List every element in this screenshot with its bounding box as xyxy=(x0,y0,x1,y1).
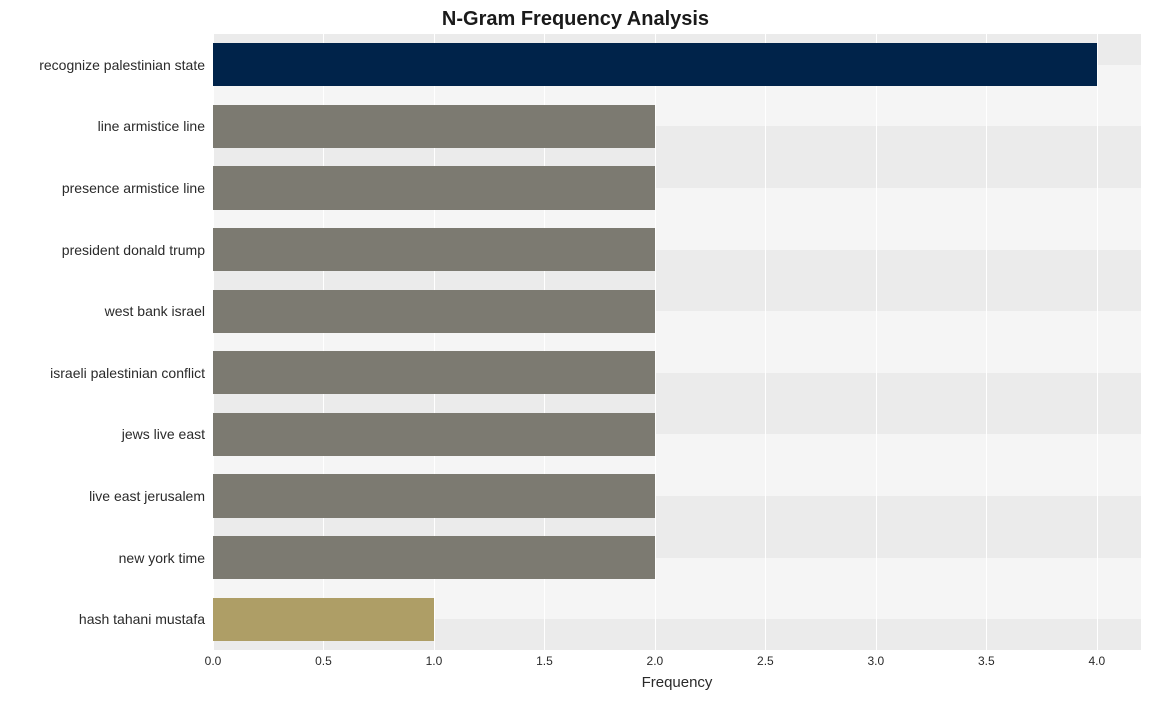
y-tick-label: recognize palestinian state xyxy=(5,57,205,73)
x-tick-label: 2.5 xyxy=(757,654,774,668)
x-tick-label: 1.5 xyxy=(536,654,553,668)
x-tick-label: 0.5 xyxy=(315,654,332,668)
x-tick-label: 2.0 xyxy=(647,654,664,668)
bar xyxy=(213,228,655,271)
gridline xyxy=(765,34,766,650)
bar xyxy=(213,413,655,456)
bar xyxy=(213,598,434,641)
gridline xyxy=(655,34,656,650)
bar xyxy=(213,351,655,394)
y-tick-label: live east jerusalem xyxy=(5,488,205,504)
chart-container: N-Gram Frequency Analysis recognize pale… xyxy=(0,0,1151,701)
x-tick-label: 1.0 xyxy=(426,654,443,668)
x-tick-label: 4.0 xyxy=(1088,654,1105,668)
gridline xyxy=(876,34,877,650)
bar xyxy=(213,290,655,333)
x-tick-label: 3.0 xyxy=(868,654,885,668)
y-tick-label: line armistice line xyxy=(5,118,205,134)
bar xyxy=(213,474,655,517)
bar xyxy=(213,166,655,209)
y-tick-label: new york time xyxy=(5,550,205,566)
y-tick-label: west bank israel xyxy=(5,303,205,319)
gridline xyxy=(1097,34,1098,650)
bar xyxy=(213,105,655,148)
plot-area xyxy=(213,34,1141,650)
bar xyxy=(213,43,1097,86)
gridline xyxy=(986,34,987,650)
y-tick-label: president donald trump xyxy=(5,242,205,258)
bar xyxy=(213,536,655,579)
y-tick-label: jews live east xyxy=(5,426,205,442)
x-tick-label: 0.0 xyxy=(205,654,222,668)
x-axis-label: Frequency xyxy=(213,674,1141,691)
chart-title: N-Gram Frequency Analysis xyxy=(0,8,1151,31)
y-tick-label: hash tahani mustafa xyxy=(5,611,205,627)
y-tick-label: israeli palestinian conflict xyxy=(5,365,205,381)
y-tick-label: presence armistice line xyxy=(5,180,205,196)
x-tick-label: 3.5 xyxy=(978,654,995,668)
